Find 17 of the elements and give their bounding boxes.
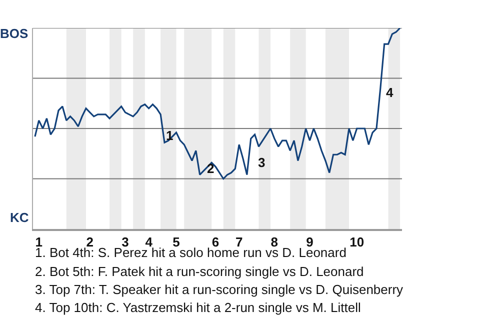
x-tick-label: 4 [145, 234, 154, 250]
annotation: 3 [258, 155, 266, 170]
annotation: 4 [386, 85, 394, 100]
x-tick-label: 10 [350, 234, 364, 250]
x-tick-label: 2 [86, 234, 94, 250]
x-tick-label: 3 [122, 234, 129, 250]
text: 4. Top 10th: C. Yastrzemski hit a 2-run single vs M. Littell [35, 300, 361, 315]
x-tick-label: 9 [306, 234, 314, 250]
text: 2. Bot 5th: F. Patek hit a run-scoring single vs D. Leonard [35, 264, 364, 279]
text: BOS [0, 26, 28, 41]
x-tick-label: 6 [212, 234, 220, 250]
x-tick-label: 7 [235, 234, 243, 250]
text: 3. Top 7th: T. Speaker hit a run-scoring single vs D. Quisenberry [35, 282, 404, 297]
x-tick-label: 8 [270, 234, 278, 250]
x-tick-label: 5 [172, 234, 180, 250]
text: KC [10, 210, 30, 225]
annotation: 2 [207, 161, 214, 176]
